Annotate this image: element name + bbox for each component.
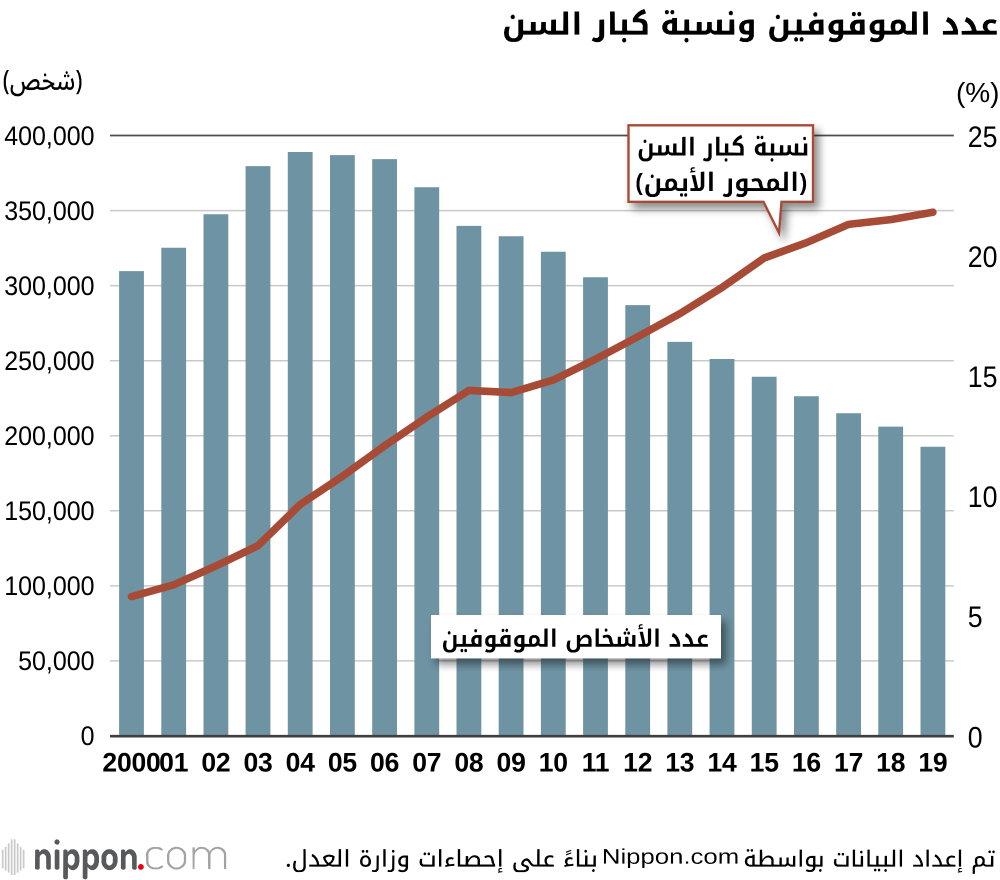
svg-text:08: 08 [454,748,483,778]
svg-text:09: 09 [497,748,526,778]
svg-text:14: 14 [707,748,737,778]
svg-text:02: 02 [201,748,230,778]
svg-text:11: 11 [582,748,610,778]
svg-text:13: 13 [665,748,694,778]
svg-text:0: 0 [81,720,95,751]
svg-text:350,000: 350,000 [4,195,94,226]
svg-text:07: 07 [412,748,441,778]
svg-text:50,000: 50,000 [18,645,94,676]
svg-text:0: 0 [968,721,983,755]
svg-text:300,000: 300,000 [4,270,94,301]
svg-text:03: 03 [243,748,272,778]
svg-text:06: 06 [370,748,399,778]
svg-text:15: 15 [968,361,998,395]
svg-text:10: 10 [539,748,568,778]
svg-text:5: 5 [968,601,983,635]
svg-text:20: 20 [968,240,998,274]
svg-text:150,000: 150,000 [4,495,94,526]
svg-text:12: 12 [623,748,652,778]
svg-text:16: 16 [792,748,821,778]
svg-text:100,000: 100,000 [4,570,94,601]
svg-text:2000: 2000 [102,748,160,778]
svg-text:400,000: 400,000 [4,120,94,151]
svg-text:25: 25 [968,120,998,154]
svg-text:10: 10 [968,481,998,515]
svg-text:05: 05 [328,748,357,778]
svg-text:04: 04 [286,748,316,778]
svg-text:15: 15 [750,748,779,778]
svg-text:(%): (%) [956,77,1000,108]
svg-text:01: 01 [159,748,188,778]
svg-text:200,000: 200,000 [4,420,94,451]
svg-text:17: 17 [834,748,863,778]
svg-text:19: 19 [918,748,947,778]
svg-text:18: 18 [876,748,905,778]
svg-text:250,000: 250,000 [4,345,94,376]
